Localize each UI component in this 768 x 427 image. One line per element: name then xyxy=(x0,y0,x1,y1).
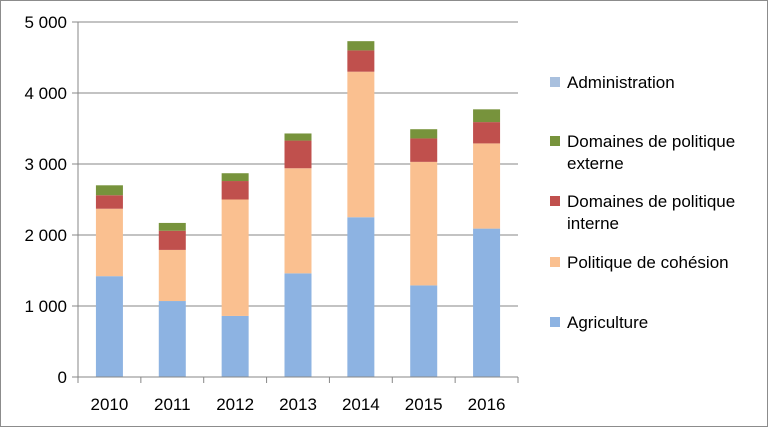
bar-segment xyxy=(95,276,123,377)
legend: Administration Domaines de politique exter… xyxy=(550,73,735,332)
bar-segment xyxy=(221,181,249,200)
bar-segment xyxy=(158,222,186,231)
x-tick-label: 2015 xyxy=(405,395,443,414)
y-tick-label: 1 000 xyxy=(24,297,67,316)
axes xyxy=(72,21,519,383)
y-tick-label: 3 000 xyxy=(24,155,67,174)
bar-segment xyxy=(284,133,312,141)
bar-segment xyxy=(347,217,375,377)
legend-label: Domaines de politique xyxy=(567,192,735,211)
bar-segment xyxy=(347,71,375,218)
bar-segment xyxy=(95,195,123,209)
bar-segment xyxy=(473,143,501,229)
legend-label: Administration xyxy=(567,73,675,92)
bar-segment xyxy=(284,168,312,274)
bar-segment xyxy=(95,208,123,277)
legend-label: interne xyxy=(567,214,619,233)
bar-segment xyxy=(410,129,438,139)
x-tick-label: 2010 xyxy=(91,395,129,414)
x-tick-label: 2013 xyxy=(279,395,317,414)
bar-segment xyxy=(473,122,501,144)
x-tick-label: 2011 xyxy=(154,395,191,414)
bar-segment xyxy=(284,273,312,377)
bar-segment xyxy=(347,41,375,51)
bar-segment xyxy=(473,109,501,123)
y-tick-label: 0 xyxy=(58,368,67,387)
legend-label: externe xyxy=(567,154,624,173)
legend-swatch xyxy=(550,136,560,146)
bar-segment xyxy=(158,301,186,377)
tick-labels: 0 1 000 2 000 3 000 4 000 5 000 2010 2011 2012 20… xyxy=(24,13,505,414)
legend-label: Domaines de politique xyxy=(567,132,735,151)
legend-swatch xyxy=(550,317,560,327)
y-tick-label: 5 000 xyxy=(24,13,67,32)
bar-segment xyxy=(410,161,438,286)
bar-segment xyxy=(158,249,186,302)
x-tick-label: 2016 xyxy=(468,395,506,414)
legend-swatch xyxy=(550,77,560,87)
bar-segment xyxy=(410,138,438,162)
y-tick-label: 2 000 xyxy=(24,226,67,245)
bar-segment xyxy=(410,285,438,377)
legend-label: Agriculture xyxy=(567,313,648,332)
legend-swatch xyxy=(550,257,560,267)
x-tick-label: 2014 xyxy=(342,395,380,414)
bars xyxy=(95,41,501,377)
legend-swatch xyxy=(550,196,560,206)
legend-label: Politique de cohésion xyxy=(567,253,729,272)
bar-segment xyxy=(473,228,501,377)
y-tick-label: 4 000 xyxy=(24,84,67,103)
x-tick-label: 2012 xyxy=(216,395,254,414)
bar-segment xyxy=(95,185,123,196)
bar-segment xyxy=(284,140,312,169)
bar-segment xyxy=(347,50,375,72)
bar-segment xyxy=(158,230,186,250)
bar-segment xyxy=(221,173,249,182)
bar-segment xyxy=(221,315,249,377)
bar-segment xyxy=(221,199,249,316)
